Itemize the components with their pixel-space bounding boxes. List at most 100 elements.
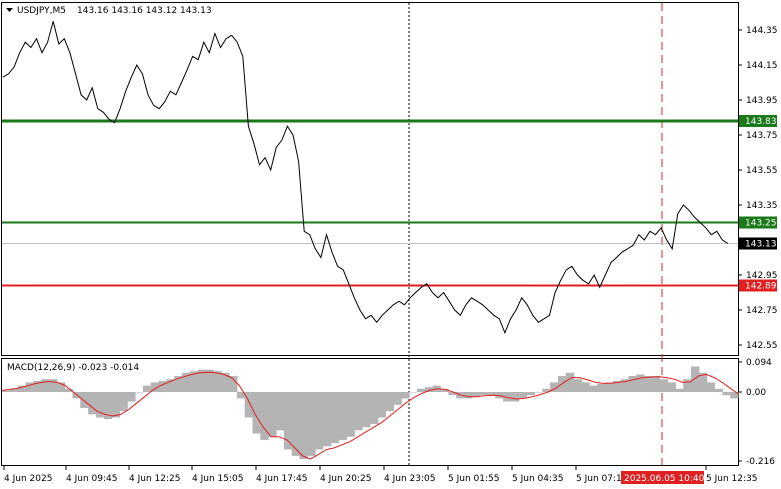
macd-tick-label: -0.216 [746, 457, 775, 467]
macd-bar [315, 392, 324, 450]
level-label: 143.83 [745, 117, 777, 127]
macd-bar [142, 385, 152, 392]
price-line [2, 21, 729, 335]
macd-bar [667, 382, 676, 392]
level-label-box [739, 279, 777, 292]
macd-bar [550, 382, 559, 392]
macd-bar [620, 379, 629, 392]
macd-bar [88, 392, 97, 415]
macd-bar [683, 379, 692, 392]
macd-bar [276, 392, 285, 431]
price-tick-label: 143.75 [746, 131, 778, 141]
macd-bar [346, 392, 355, 437]
price-tick-label: 142.75 [746, 306, 778, 316]
time-tick-label: 5 Jun 04:35 [512, 474, 563, 484]
macd-bar [526, 392, 535, 396]
macd-bar [385, 392, 394, 412]
macd-bar [409, 392, 418, 393]
macd-bar [706, 382, 716, 392]
time-tick-label: 4 Jun 23:05 [384, 474, 435, 484]
macd-bar [628, 376, 637, 392]
macd-bar [291, 392, 301, 456]
macd-bar [158, 380, 167, 392]
macd-bar [33, 380, 42, 392]
macd-bar [252, 392, 261, 434]
macd-bar [722, 392, 731, 396]
time-tick-label: 4 Jun 09:45 [66, 474, 117, 484]
macd-label: MACD(12,26,9) -0.023 -0.014 [7, 363, 139, 373]
time-axis: 4 Jun 2025 4 Jun 09:45 4 Jun 12:25 4 Jun 15… [3, 466, 757, 484]
macd-bar [80, 392, 89, 408]
price-tick-label: 144.15 [746, 61, 778, 71]
macd-bar [612, 380, 622, 392]
macd-tick-label: 0.094 [746, 358, 772, 368]
macd-bar [17, 385, 26, 392]
macd-bar [197, 369, 207, 392]
macd-bar [448, 392, 457, 396]
macd-bar [135, 392, 144, 393]
macd-pane-frame [1, 358, 739, 466]
macd-bar [370, 392, 379, 424]
macd-bar [424, 387, 434, 392]
macd-bar [604, 382, 614, 392]
macd-bar [2, 390, 11, 392]
current-price-label-box [739, 237, 777, 250]
macd-bar [166, 379, 175, 392]
time-label-highlighted: 2025.06.05 10:40 [624, 474, 705, 484]
macd-bar [565, 372, 575, 392]
macd-bar [189, 371, 199, 392]
time-tick-label: 4 Jun 12:25 [129, 474, 180, 484]
macd-bar [299, 392, 308, 460]
current-price-label: 143.13 [745, 240, 777, 250]
macd-bar [463, 392, 473, 399]
price-series [2, 21, 729, 335]
macd-bar [307, 392, 316, 456]
macd-bar [25, 382, 34, 392]
macd-axis: 0.094 0.00 -0.216 [738, 358, 775, 467]
macd-bar [119, 392, 128, 412]
macd-bar [495, 392, 504, 399]
level-lines [2, 119, 738, 287]
macd-bar [675, 388, 684, 392]
time-tick-label: 5 Jun 07:15 [576, 474, 627, 484]
level-labels: 143.83 143.25 142.89 143.13 [739, 115, 777, 292]
time-tick-label: 4 Jun 20:25 [320, 474, 371, 484]
macd-bar [401, 392, 410, 399]
macd-bar [64, 388, 73, 392]
macd-bar [644, 376, 653, 392]
macd-bar [730, 392, 739, 399]
macd-bar [41, 379, 50, 392]
macd-bar [636, 374, 645, 392]
macd-tick-label: 0.00 [746, 388, 766, 398]
macd-bar [542, 388, 551, 392]
macd-bar [518, 392, 528, 399]
macd-bar [698, 372, 708, 392]
price-tick-label: 143.95 [746, 96, 778, 106]
macd-bar [103, 392, 113, 420]
macd-histogram [2, 366, 739, 460]
macd-bar [714, 388, 723, 392]
macd-bar [174, 376, 183, 392]
macd-bar [150, 382, 160, 392]
price-axis: 144.35 144.15 143.95 143.75 143.55 143.35 142.… [738, 26, 778, 351]
macd-bar [330, 392, 340, 444]
symbol-dropdown-icon[interactable] [6, 8, 13, 12]
level-label-box [739, 216, 777, 229]
macd-bar [111, 392, 120, 418]
price-tick-label: 142.55 [746, 341, 778, 351]
macd-bar [659, 379, 669, 392]
macd-bar [221, 372, 230, 392]
macd-bar [510, 392, 520, 402]
macd-bar [573, 379, 582, 392]
macd-bar [416, 388, 426, 392]
level-label: 142.89 [745, 282, 777, 292]
macd-bar [283, 392, 293, 450]
macd-bar [48, 379, 58, 392]
macd-bar [487, 392, 496, 396]
macd-bar [691, 366, 700, 392]
macd-bar [479, 392, 488, 396]
price-tick-label: 144.35 [746, 26, 778, 36]
macd-bar [354, 392, 363, 431]
macd-bar [205, 369, 214, 392]
